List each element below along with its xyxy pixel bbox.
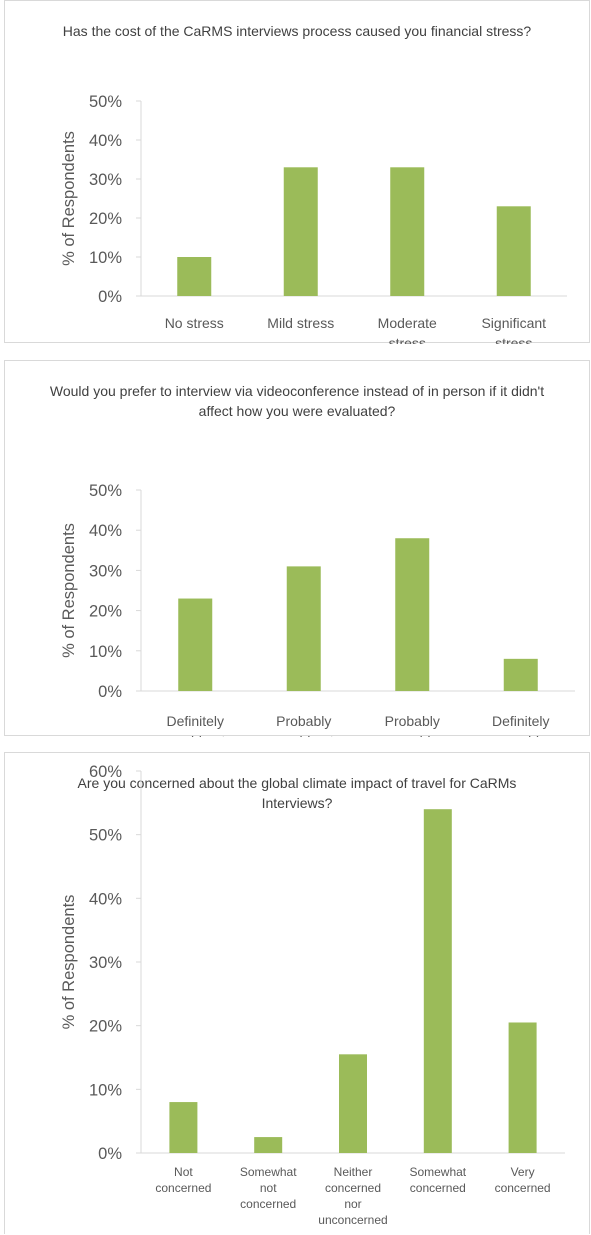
y-tick-label: 50% xyxy=(89,482,122,500)
x-category-label: Significant stress xyxy=(481,315,546,344)
x-category-label: Definitelywould not xyxy=(164,713,225,737)
y-tick-label: 50% xyxy=(89,93,122,111)
y-tick-label: 0% xyxy=(98,1145,122,1163)
bar xyxy=(423,809,452,1153)
y-tick-label: 40% xyxy=(89,522,122,540)
y-axis-title: % of Respondents xyxy=(60,131,78,266)
chart-title: Has the cost of the CaRMS interviews pro… xyxy=(62,23,532,39)
bar xyxy=(496,206,531,296)
y-tick-label: 0% xyxy=(98,683,122,701)
chart-plot: 0% 10% 20% 30% 40% 50% % of Respondents Definit… xyxy=(60,482,575,737)
y-axis-title: % of Respondents xyxy=(60,895,78,1030)
bar xyxy=(254,1137,283,1153)
x-category-label: Definitelywould xyxy=(492,713,550,737)
x-category-label: Not concerned xyxy=(155,1165,211,1195)
x-category-label: Somewhat concerned xyxy=(409,1165,466,1195)
bar xyxy=(390,167,425,296)
bar xyxy=(178,598,213,691)
y-tick-label: 60% xyxy=(89,763,122,781)
y-tick-label: 0% xyxy=(98,288,122,306)
x-category-label: Probablywould not xyxy=(273,713,334,737)
x-category-label: Moderate stress xyxy=(378,315,437,344)
y-tick-label: 30% xyxy=(89,171,122,189)
chart-title: Are you concerned about the global clima… xyxy=(77,775,517,811)
y-axis-title: % of Respondents xyxy=(60,523,78,658)
bar xyxy=(503,658,538,691)
x-category-label: Neither concerned nor unconcerned xyxy=(318,1165,387,1227)
x-category-label: Somewhat not concerned xyxy=(240,1165,297,1211)
y-tick-label: 20% xyxy=(89,210,122,228)
y-tick-label: 40% xyxy=(89,890,122,908)
y-tick-label: 30% xyxy=(89,562,122,580)
chart-plot: 0% 10% 20% 30% 40% 50% 60% % of Respondents Not c… xyxy=(60,763,565,1227)
y-tick-label: 10% xyxy=(89,643,122,661)
x-category-label: Very concerned xyxy=(495,1165,551,1195)
y-tick-label: 10% xyxy=(89,249,122,267)
y-tick-label: 20% xyxy=(89,1018,122,1036)
x-category-label: No stress xyxy=(165,315,224,331)
y-tick-label: 40% xyxy=(89,132,122,150)
chart-title: Would you prefer to interview via videoc… xyxy=(49,383,545,419)
y-tick-label: 10% xyxy=(89,1081,122,1099)
chart-panel-financial-stress: Has the cost of the CaRMS interviews pro… xyxy=(4,0,590,344)
x-category-label: Mild stress xyxy=(267,315,334,331)
bar xyxy=(286,566,321,691)
y-tick-label: 30% xyxy=(89,954,122,972)
chart-panel-videoconference-preference: Would you prefer to interview via videoc… xyxy=(4,360,590,737)
x-category-label: Probablywould xyxy=(385,713,440,737)
bar xyxy=(169,1102,198,1153)
bar xyxy=(339,1054,367,1153)
bar xyxy=(395,538,430,691)
y-tick-label: 20% xyxy=(89,603,122,621)
chart-panel-climate-concern: Are you concerned about the global clima… xyxy=(4,752,590,1234)
bar xyxy=(508,1022,537,1153)
y-tick-label: 50% xyxy=(89,827,122,845)
chart-plot: 0% 10% 20% 30% 40% 50% % of Respondents No stre… xyxy=(60,93,567,344)
bar xyxy=(177,257,212,296)
bar xyxy=(283,167,318,296)
